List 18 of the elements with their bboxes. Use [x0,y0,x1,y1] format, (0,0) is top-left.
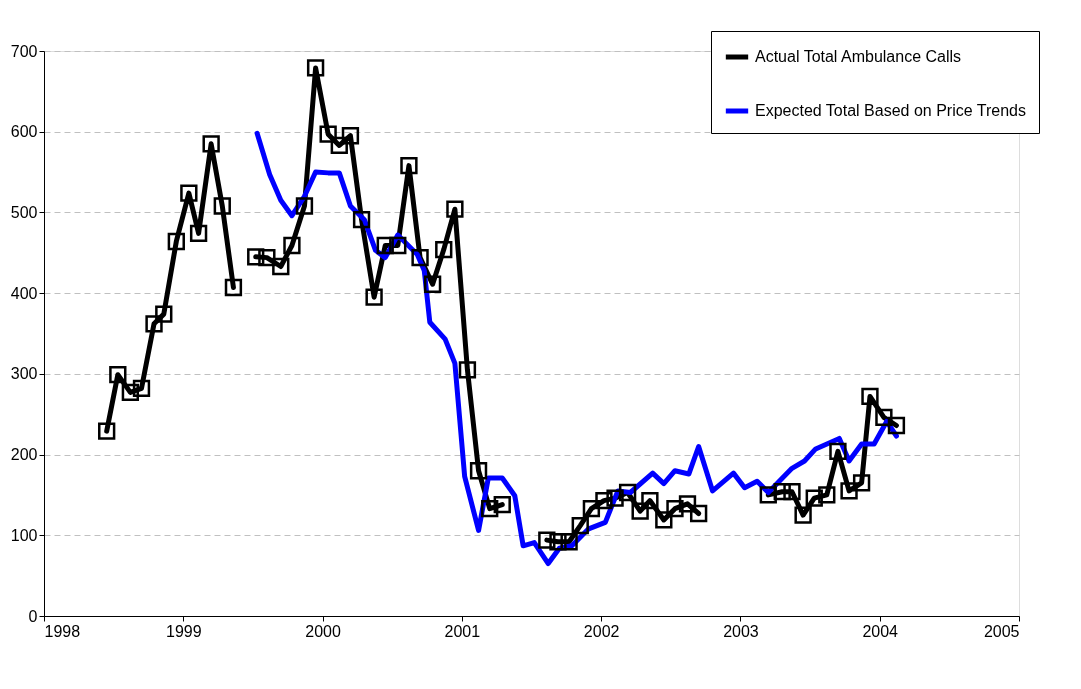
y-tick-label: 500 [10,203,38,221]
x-tick-label: 1998 [44,622,81,640]
legend-label: Expected Total Based on Price Trends [755,102,1026,119]
y-tick-label: 200 [10,446,38,464]
x-tick-label: 2001 [444,622,481,640]
y-tick-label: 600 [10,123,38,141]
y-tick-label: 300 [10,365,38,383]
y-tick-label: 400 [10,284,38,302]
x-tick-label: 2004 [862,622,899,640]
y-tick-label: 700 [10,42,38,60]
legend-label: Actual Total Ambulance Calls [755,48,962,65]
x-tick-label: 1999 [165,622,202,640]
y-tick-label: 0 [28,607,38,625]
y-tick-label: 100 [10,526,38,544]
x-tick-label: 2000 [305,622,341,640]
x-tick-label: 2002 [583,622,620,640]
x-tick-label: 2003 [723,622,759,640]
x-tick-label: 2005 [983,622,1020,640]
